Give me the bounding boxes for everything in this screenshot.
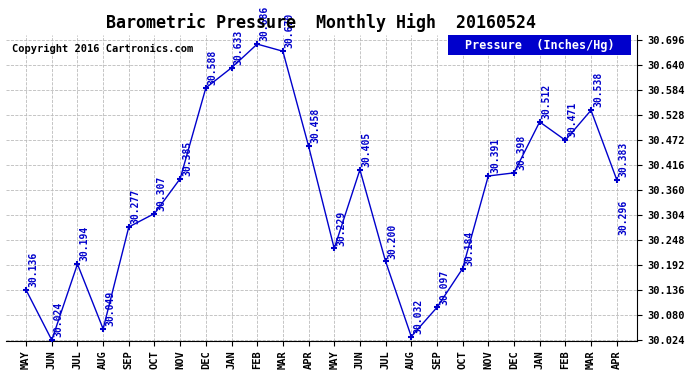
Text: Copyright 2016 Cartronics.com: Copyright 2016 Cartronics.com — [12, 44, 193, 54]
Text: 30.385: 30.385 — [182, 141, 192, 176]
Text: 30.277: 30.277 — [130, 189, 141, 224]
Text: 30.296: 30.296 — [619, 200, 629, 235]
Text: 30.194: 30.194 — [79, 226, 90, 261]
Text: 30.588: 30.588 — [208, 50, 218, 85]
Text: 30.538: 30.538 — [593, 72, 603, 108]
Title: Barometric Pressure  Monthly High  20160524: Barometric Pressure Monthly High 2016052… — [106, 13, 536, 32]
Text: 30.229: 30.229 — [336, 210, 346, 246]
Text: 30.398: 30.398 — [516, 135, 526, 170]
Text: 30.200: 30.200 — [388, 224, 397, 259]
Text: 30.471: 30.471 — [567, 102, 578, 137]
Text: 30.391: 30.391 — [490, 138, 500, 173]
Text: 30.097: 30.097 — [439, 269, 449, 304]
Text: 30.633: 30.633 — [233, 30, 244, 65]
Text: 30.670: 30.670 — [285, 13, 295, 48]
Text: 30.383: 30.383 — [619, 141, 629, 177]
Text: 30.405: 30.405 — [362, 132, 372, 167]
Text: 30.512: 30.512 — [542, 84, 551, 119]
Text: 30.307: 30.307 — [157, 176, 166, 211]
Text: 30.458: 30.458 — [310, 108, 320, 143]
Text: 30.184: 30.184 — [464, 231, 475, 266]
Text: 30.049: 30.049 — [105, 291, 115, 326]
Text: 30.686: 30.686 — [259, 6, 269, 41]
Text: 30.032: 30.032 — [413, 298, 423, 334]
Text: 30.024: 30.024 — [54, 302, 63, 337]
Text: 30.136: 30.136 — [28, 252, 38, 287]
